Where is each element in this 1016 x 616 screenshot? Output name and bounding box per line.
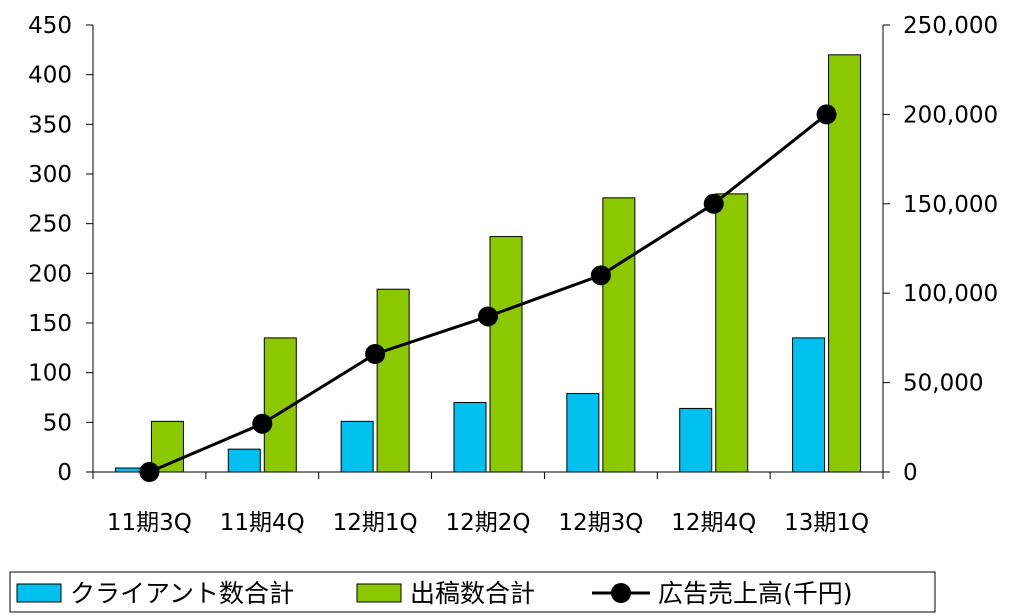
axes [86,24,890,479]
bar-placements [489,236,523,473]
sales-point [703,193,724,214]
y-left-tick-label: 400 [28,63,72,89]
bar-clients [679,407,713,473]
y-right-tick-label: 200,000 [903,102,998,128]
category-label: 11期3Q [107,510,192,536]
legend-label-clients: クライアント数合計 [70,579,294,608]
bar-clients [227,448,261,473]
y-left-tick-label: 350 [28,112,72,138]
sales-point [252,413,273,434]
sales-point [365,343,386,364]
bar-clients [340,420,374,473]
y-right-tick-label: 50,000 [903,371,983,397]
y-left-tick-label: 100 [28,361,72,387]
legend-label-sales: 広告売上高(千円) [658,579,853,608]
legend: クライアント数合計 出稿数合計 広告売上高(千円) [9,571,936,613]
bars [114,54,862,473]
bar-placements [828,54,862,473]
sales-point [139,462,160,482]
category-label: 11期4Q [220,510,305,536]
legend-swatch-clients [16,583,62,603]
y-right-tick-label: 250,000 [903,13,998,39]
category-label: 13期1Q [784,510,869,536]
y-left-tick-label: 200 [28,261,72,287]
y-left-tick-label: 250 [28,212,72,238]
sales-point [816,104,837,125]
y-left-tick-label: 150 [28,311,72,337]
legend-swatch-placements [356,583,402,603]
tick-labels: 0 50 100 150 200 250 300 350 400 450 0 50,000 100,00… [28,13,998,486]
bar-clients [566,393,600,473]
bar-placements [376,288,410,473]
bar-clients [792,337,826,473]
category-label: 12期2Q [445,510,530,536]
legend-label-placements: 出稿数合計 [410,579,535,608]
y-left-tick-label: 50 [43,410,72,436]
sales-point [590,265,611,286]
category-label: 12期3Q [558,510,643,536]
y-right-tick-label: 100,000 [903,281,998,307]
bar-placements [602,197,636,473]
sales-point [478,306,498,327]
y-left-tick-label: 0 [57,460,72,486]
category-label: 12期1Q [333,510,418,536]
y-right-tick-label: 0 [903,460,918,486]
sales-line [139,104,837,482]
bar-clients [453,401,487,473]
y-right-tick-label: 150,000 [903,192,998,218]
legend-marker-sales [611,583,631,603]
category-labels: 11期3Q 11期4Q 12期1Q 12期2Q 12期3Q 12期4Q 13期1Q [107,510,869,536]
y-left-tick-label: 450 [28,13,72,39]
category-label: 12期4Q [671,510,756,536]
bar-placements [715,193,749,473]
legend-box [9,571,936,613]
y-left-tick-label: 300 [28,162,72,188]
